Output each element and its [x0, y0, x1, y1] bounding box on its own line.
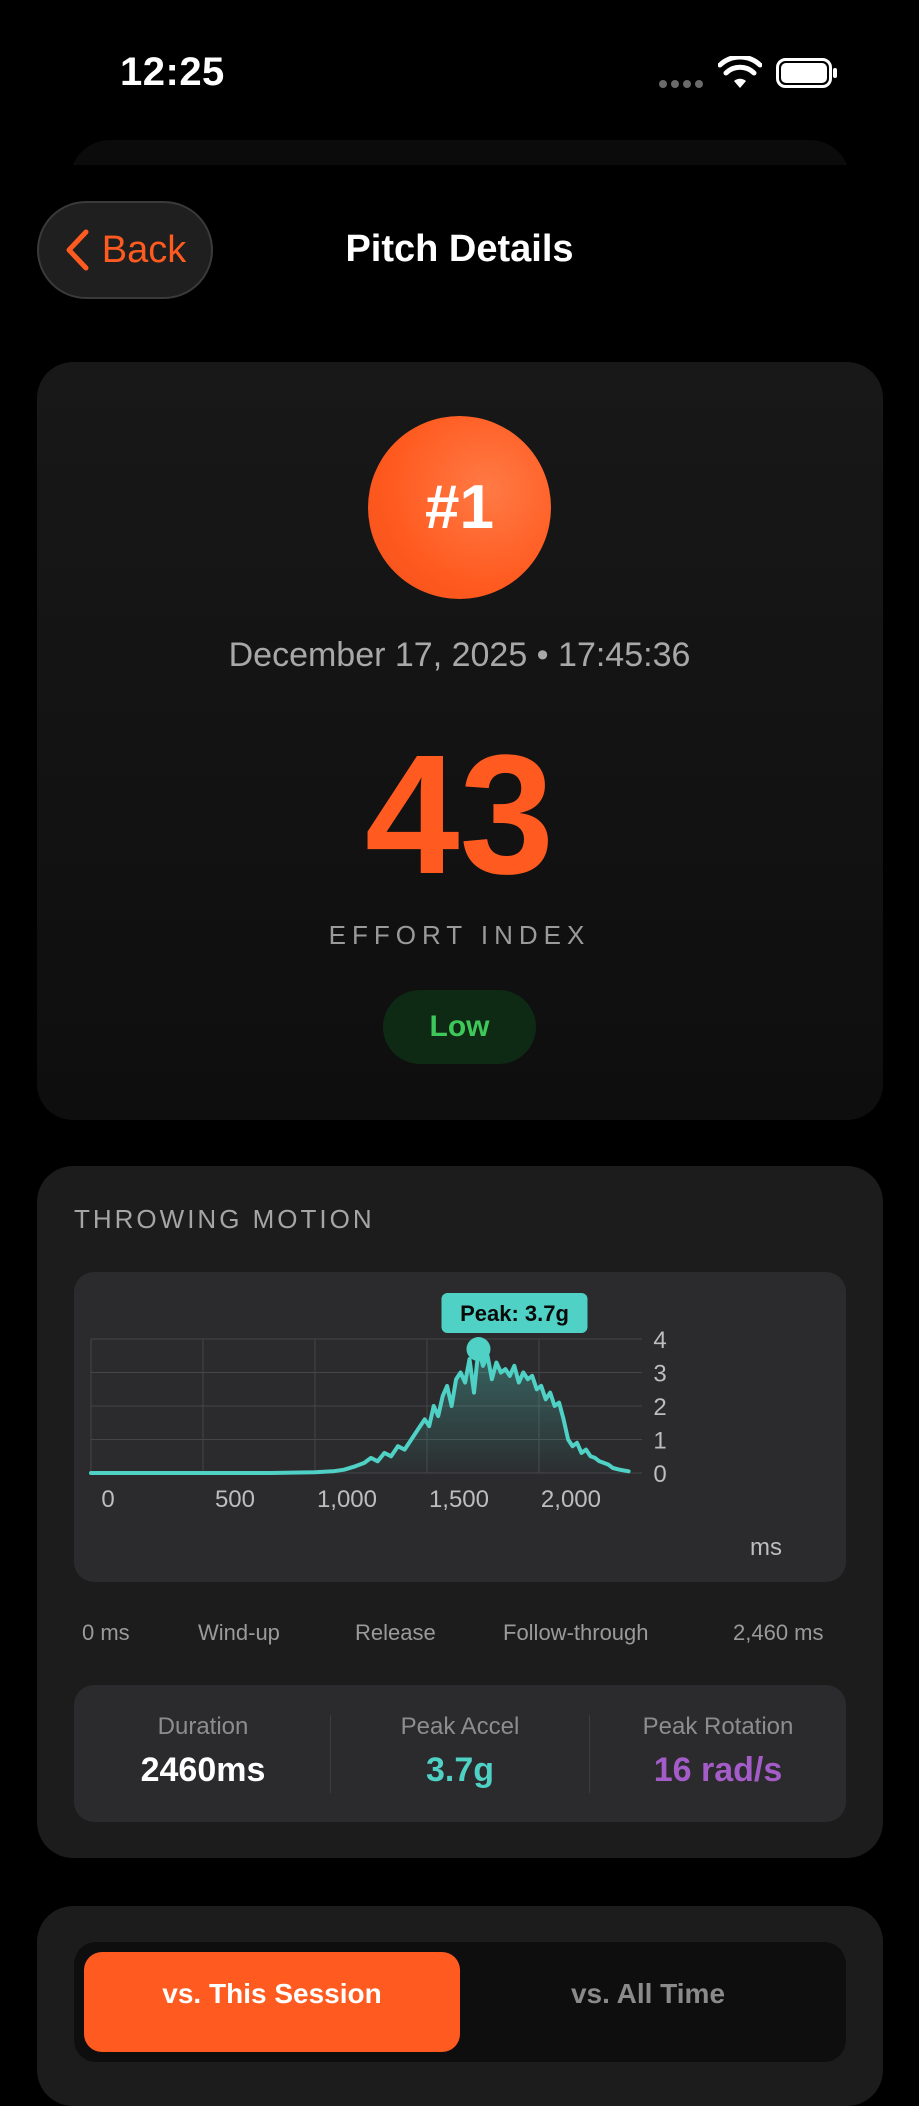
back-button[interactable]: Back: [37, 201, 213, 299]
y-tick-label: 3: [653, 1361, 666, 1388]
page-title: Pitch Details: [345, 228, 574, 270]
status-time: 12:25: [120, 50, 225, 94]
status-bar: 12:25: [0, 0, 919, 150]
phase-timeline: 0 ms Wind-up Release Follow-through 2,46…: [0, 1620, 919, 1650]
y-tick-label: 1: [653, 1428, 666, 1455]
effort-level-badge: Low: [383, 990, 536, 1064]
cellular-signal-icon: [659, 80, 703, 88]
effort-score-label: EFFORT INDEX: [328, 920, 591, 950]
tab-all-time[interactable]: vs. All Time: [570, 1978, 726, 2009]
stats-panel: [74, 1685, 846, 1822]
peak-point: [466, 1337, 491, 1362]
x-tick-label: 500: [215, 1486, 255, 1513]
stat-divider: [330, 1715, 331, 1793]
section-title: THROWING MOTION: [74, 1204, 375, 1234]
y-tick-label: 4: [653, 1327, 666, 1354]
stat-divider: [589, 1715, 590, 1793]
phase-release-label: Release: [355, 1620, 436, 1645]
x-axis-label: ms: [750, 1534, 782, 1561]
y-tick-label: 2: [653, 1394, 666, 1421]
x-tick-label: 0: [101, 1486, 114, 1513]
x-tick-label: 2,000: [541, 1486, 601, 1513]
x-tick-label: 1,000: [317, 1486, 377, 1513]
stat-value: 16 rad/s: [653, 1751, 783, 1789]
tab-this-session[interactable]: vs. This Session: [84, 1952, 460, 2052]
peak-tooltip: [441, 1293, 588, 1334]
stat-label: Peak Rotation: [642, 1713, 794, 1740]
wifi-icon: [718, 56, 762, 88]
stat-peak-accel: Peak Accel 3.7g: [331, 1685, 589, 1822]
y-tick-label: 0: [653, 1461, 666, 1488]
x-tick-label: 1,500: [429, 1486, 489, 1513]
phase-follow-through-label: Follow-through: [503, 1620, 649, 1645]
peak-tooltip-label: Peak: 3.7g: [460, 1301, 569, 1326]
stat-label: Peak Accel: [400, 1713, 520, 1740]
phase-end-label: 2,460 ms: [733, 1620, 824, 1645]
battery-icon: [776, 58, 837, 88]
series-line: [89, 1347, 631, 1475]
effort-score: 43: [364, 720, 555, 910]
pitch-datetime: December 17, 2025 • 17:45:36: [228, 636, 691, 674]
series-area: [91, 1349, 629, 1473]
chevron-left-icon: [66, 229, 89, 271]
stat-peak-rotation: Peak Rotation 16 rad/s: [589, 1685, 847, 1822]
back-button-label: Back: [101, 228, 187, 271]
stat-duration: Duration 2460ms: [74, 1685, 332, 1822]
phase-windup-label: Wind-up: [198, 1620, 280, 1645]
pitch-number-badge: #1: [368, 416, 551, 599]
stat-value: 3.7g: [425, 1751, 495, 1789]
phase-start-label: 0 ms: [82, 1620, 130, 1645]
stat-value: 2460ms: [140, 1751, 266, 1789]
stat-label: Duration: [157, 1713, 249, 1740]
